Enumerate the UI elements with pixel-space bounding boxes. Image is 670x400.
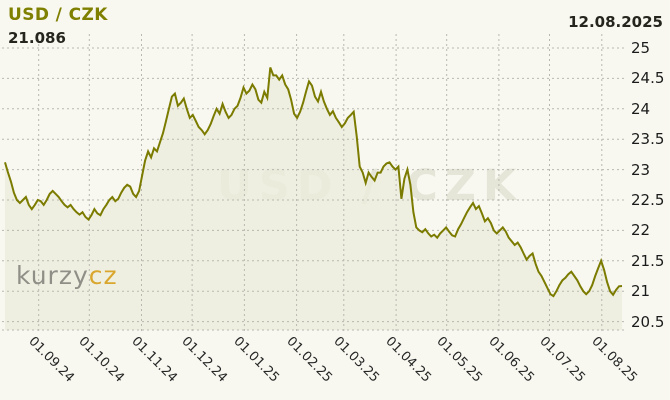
page-title: USD / CZK [8,5,108,25]
y-tick-label: 21 [631,282,651,301]
logo-text-cz: cz [88,261,118,290]
y-tick-label: 23.5 [631,130,665,149]
y-tick-label: 24 [631,99,651,118]
series-area-fill [5,67,622,330]
quote-date: 12.08.2025 [568,13,663,31]
current-rate-value: 21.086 [8,29,66,47]
y-tick-label: 22.5 [631,191,665,209]
kurzycz-logo: kurzycz [16,261,118,290]
y-tick-label: 21.5 [631,251,665,270]
y-tick-label: 23 [631,160,651,179]
y-tick-label: 25 [631,39,651,57]
series-line [4,67,623,298]
y-tick-label: 20.5 [631,312,665,331]
logo-text-kurzy: kurzy [16,261,89,290]
y-tick-label: 22 [631,221,651,240]
y-tick-label: 24.5 [631,69,665,88]
